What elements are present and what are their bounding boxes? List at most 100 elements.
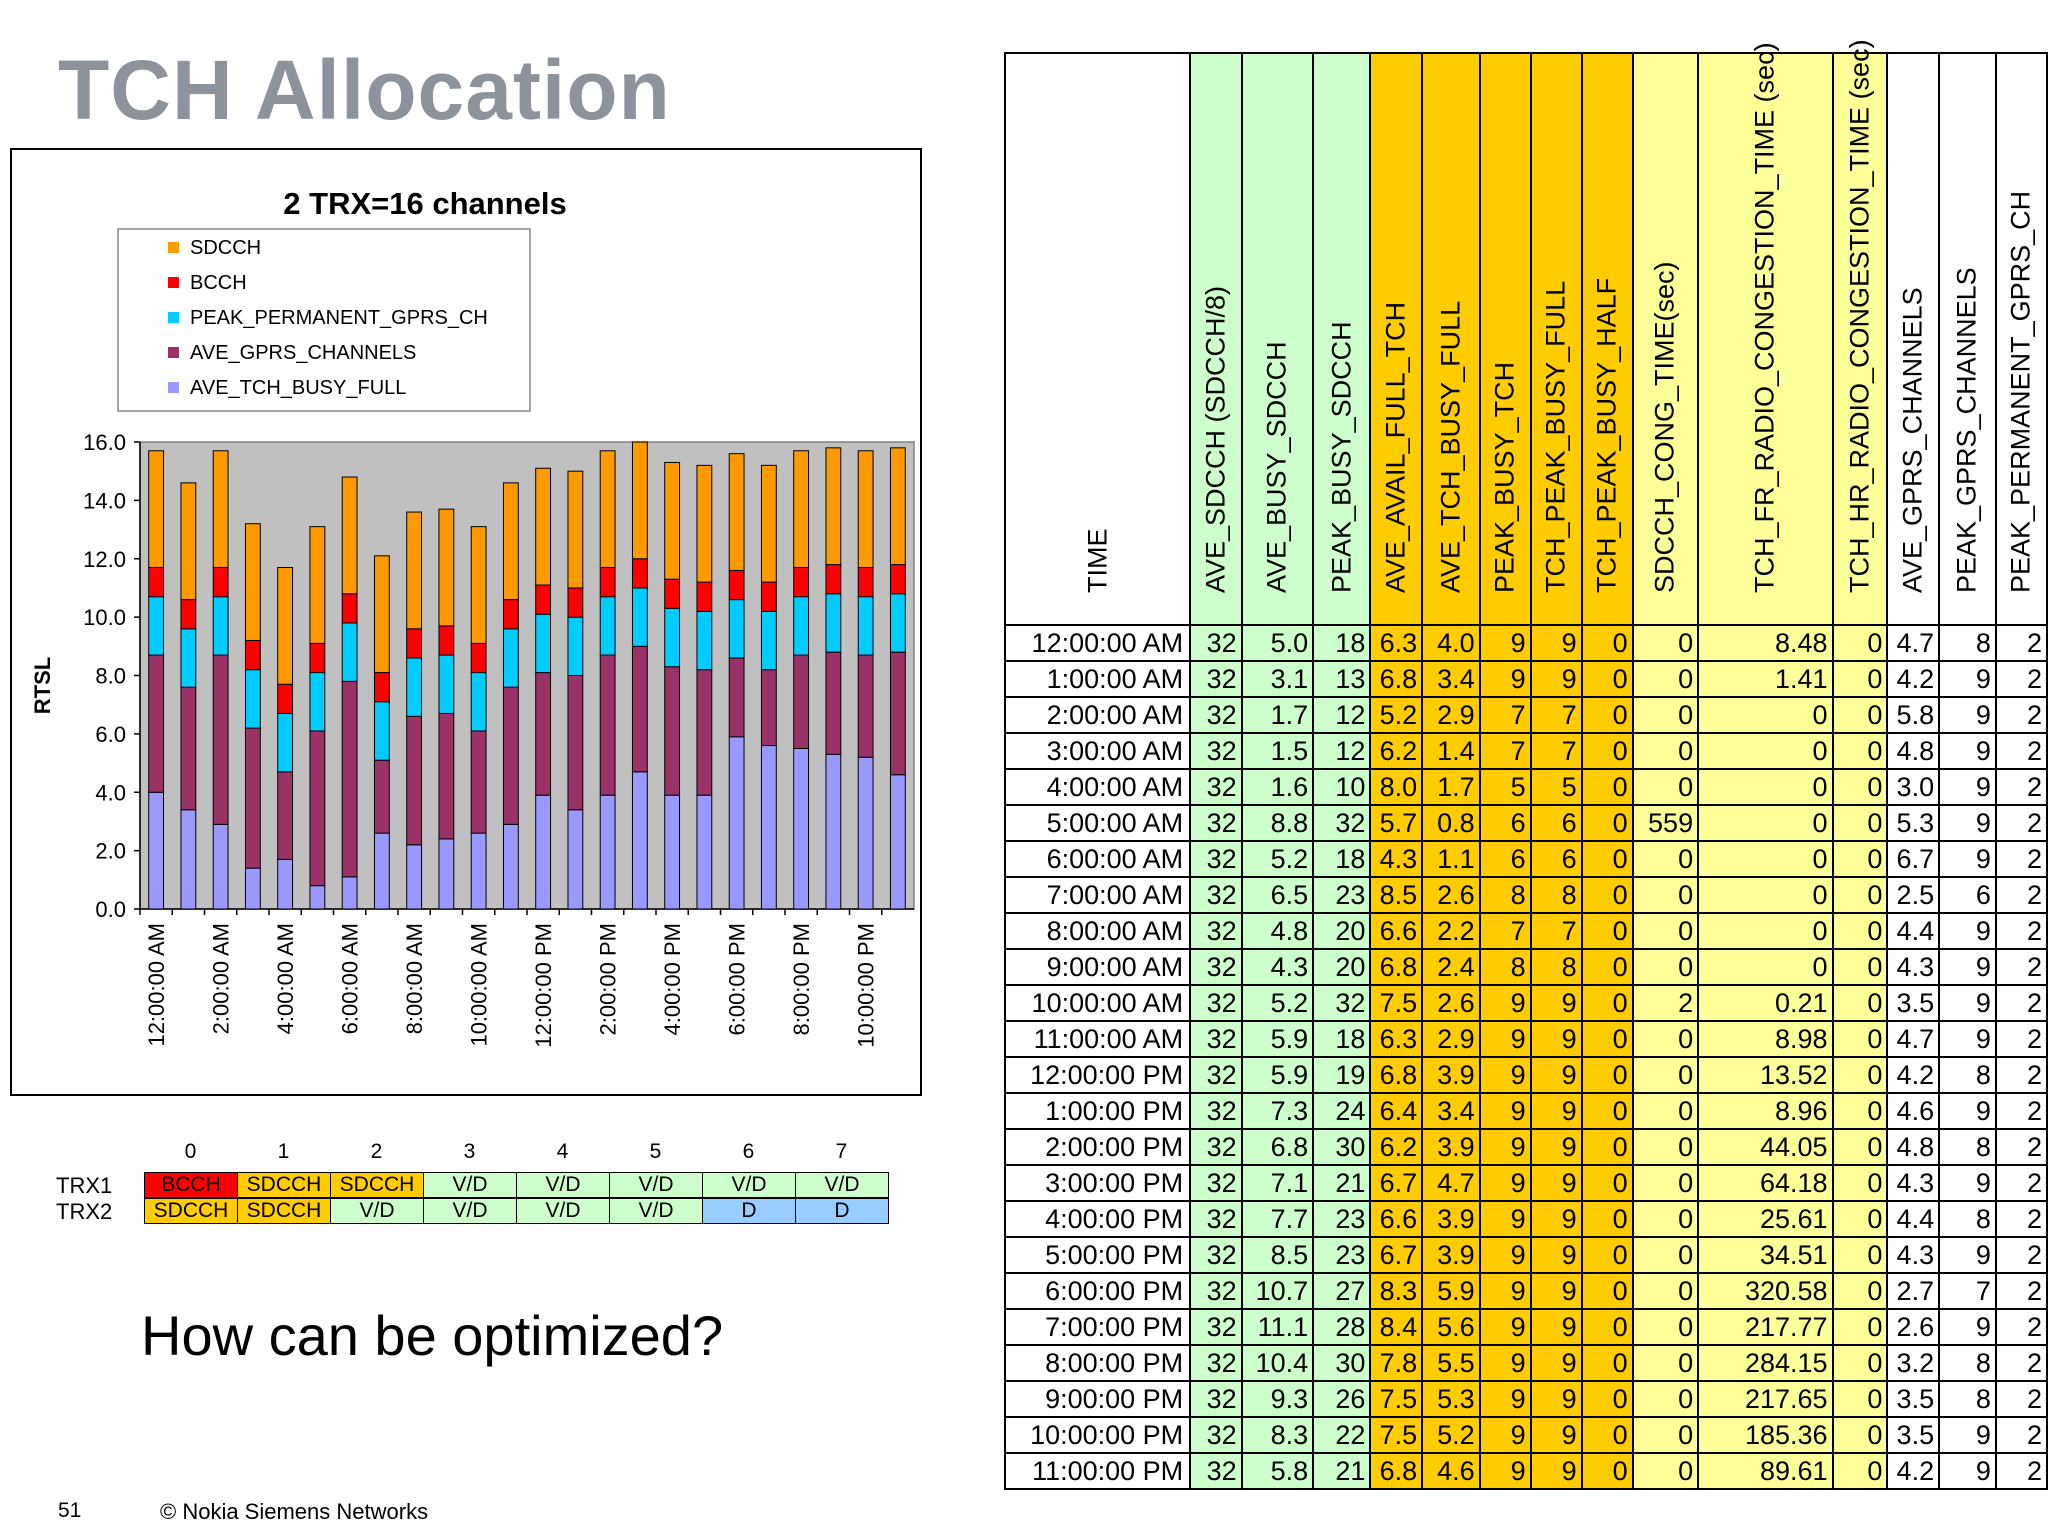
- time-cell: 10:00:00 AM: [1003, 984, 1192, 1022]
- table-row: 6:00:00 AM 32 5.2 18 4.3 1.1 6 6 0 0 0 0 6.7 9 2: [1003, 840, 2048, 878]
- time-cell: 8:00:00 PM: [1003, 1344, 1192, 1382]
- table-cell: 0: [1831, 732, 1889, 770]
- table-cell: 9: [1478, 1344, 1532, 1382]
- bar-segment: [696, 581, 713, 612]
- table-cell: 9: [1529, 1236, 1583, 1274]
- table-cell: 0: [1697, 948, 1834, 986]
- table-cell: 18: [1312, 624, 1372, 662]
- table-cell: 6.7: [1886, 840, 1941, 878]
- timeslot-cell: V/D: [423, 1198, 517, 1224]
- table-cell: 32: [1189, 1380, 1243, 1418]
- table-cell: 9: [1478, 1272, 1532, 1310]
- timeslot-cell: V/D: [423, 1172, 517, 1198]
- time-cell: 3:00:00 AM: [1003, 732, 1192, 770]
- table-cell: 32: [1189, 876, 1243, 914]
- table-cell: 2.6: [1421, 876, 1481, 914]
- table-cell: 6.7: [1369, 1164, 1424, 1202]
- timeslot-cell: V/D: [609, 1172, 703, 1198]
- timeslot-cell: V/D: [516, 1198, 610, 1224]
- table-cell: 0: [1831, 804, 1889, 842]
- table-cell: 0: [1631, 1236, 1700, 1274]
- table-cell: 0: [1831, 696, 1889, 734]
- time-cell: 3:00:00 PM: [1003, 1164, 1192, 1202]
- bar-segment: [148, 791, 165, 910]
- table-cell: 32: [1189, 1200, 1243, 1238]
- table-cell: 0: [1580, 768, 1634, 806]
- table-cell: 8: [1938, 1380, 1997, 1418]
- copyright: © Nokia Siemens Networks: [160, 1499, 429, 1524]
- table-cell: 3.2: [1886, 1344, 1941, 1382]
- table-cell: 18: [1312, 840, 1372, 878]
- bar-segment: [793, 567, 810, 598]
- table-cell: 0: [1831, 1236, 1889, 1274]
- table-cell: 8: [1938, 1200, 1997, 1238]
- table-cell: 9: [1529, 1200, 1583, 1238]
- bar-segment: [148, 450, 165, 569]
- table-cell: 8.5: [1240, 1236, 1315, 1274]
- legend-swatch: [168, 347, 179, 358]
- legend-entry: SDCCH: [190, 237, 261, 259]
- table-cell: 2: [1994, 1380, 2048, 1418]
- bar-segment: [309, 730, 326, 887]
- time-cell: 1:00:00 PM: [1003, 1092, 1192, 1130]
- bar-segment: [664, 794, 681, 910]
- bar-segment: [277, 712, 294, 773]
- table-cell: 32: [1189, 948, 1243, 986]
- bar-segment: [857, 654, 874, 758]
- table-cell: 5.3: [1421, 1380, 1481, 1418]
- table-cell: 32: [1189, 1128, 1243, 1166]
- table-row: 10:00:00 PM 32 8.3 22 7.5 5.2 9 9 0 0 185.36 0 3.5 9 2: [1003, 1416, 2048, 1454]
- table-cell: 6.8: [1369, 948, 1424, 986]
- chart-title: 2 TRX=16 channels: [283, 186, 566, 221]
- timeslot-cell: SDCCH: [144, 1198, 238, 1224]
- table-cell: 27: [1312, 1272, 1372, 1310]
- bar-segment: [502, 599, 519, 630]
- column-header-label: PEAK_BUSY_TCH: [1489, 361, 1520, 593]
- table-cell: 4.4: [1886, 1200, 1941, 1238]
- bar-segment: [341, 622, 358, 682]
- table-cell: 3.9: [1421, 1200, 1481, 1238]
- bar-segment: [535, 794, 552, 910]
- column-header: SDCCH_CONG_TIME(sec): [1631, 52, 1700, 626]
- table-cell: 12: [1312, 732, 1372, 770]
- bar-segment: [664, 666, 681, 796]
- table-cell: 5.8: [1240, 1452, 1315, 1490]
- time-cell: 11:00:00 PM: [1003, 1452, 1192, 1490]
- bar-segment: [567, 470, 584, 589]
- table-cell: 0: [1831, 1092, 1889, 1130]
- table-cell: 9: [1938, 1164, 1997, 1202]
- table-cell: 9: [1478, 1236, 1532, 1274]
- table-cell: 2: [1994, 696, 2048, 734]
- table-cell: 7.5: [1369, 1380, 1424, 1418]
- table-cell: 32: [1189, 912, 1243, 950]
- table-cell: 3.9: [1421, 1236, 1481, 1274]
- table-cell: 13: [1312, 660, 1372, 698]
- table-cell: 0: [1580, 1416, 1634, 1454]
- time-cell: 6:00:00 PM: [1003, 1272, 1192, 1310]
- table-cell: 1.41: [1697, 660, 1834, 698]
- table-cell: 2: [1994, 1308, 2048, 1346]
- table-cell: 0: [1831, 1452, 1889, 1490]
- table-cell: 6: [1529, 804, 1583, 842]
- bar-segment: [438, 654, 455, 714]
- column-header-label: AVE_GPRS_CHANNELS: [1897, 287, 1928, 593]
- table-cell: 0: [1631, 696, 1700, 734]
- table-row: 11:00:00 PM 32 5.8 21 6.8 4.6 9 9 0 0 89.61 0 4.2 9 2: [1003, 1452, 2048, 1490]
- column-header-label: SDCCH_CONG_TIME(sec): [1649, 261, 1680, 593]
- table-cell: 32: [1189, 984, 1243, 1022]
- trx-label: TRX1: [56, 1173, 113, 1198]
- bar-segment: [696, 669, 713, 796]
- legend-entry: BCCH: [190, 272, 247, 294]
- table-cell: 5.8: [1886, 696, 1941, 734]
- table-cell: 0: [1631, 1056, 1700, 1094]
- x-tick-label: 6:00:00 AM: [338, 923, 363, 1034]
- bar-segment: [244, 727, 261, 869]
- table-cell: 6.7: [1369, 1236, 1424, 1274]
- table-cell: 5.2: [1421, 1416, 1481, 1454]
- table-cell: 2: [1994, 1164, 2048, 1202]
- table-cell: 9: [1529, 1452, 1583, 1490]
- table-cell: 2.4: [1421, 948, 1481, 986]
- table-cell: 6.2: [1369, 1128, 1424, 1166]
- table-cell: 34.51: [1697, 1236, 1834, 1274]
- table-cell: 8.8: [1240, 804, 1315, 842]
